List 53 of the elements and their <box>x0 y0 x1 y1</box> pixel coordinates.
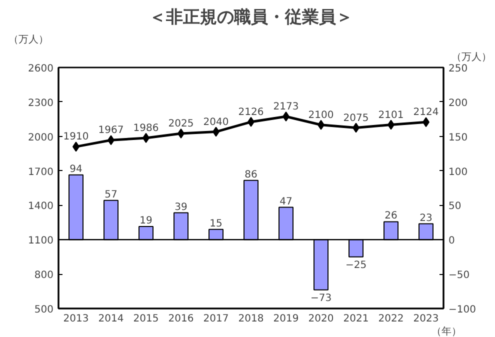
y-tick-label: 1400 <box>28 201 54 212</box>
data-label: 39 <box>174 202 188 213</box>
data-label: 1986 <box>133 122 159 134</box>
data-label: 2100 <box>308 110 334 121</box>
y-axis-title: （万人） <box>8 34 48 46</box>
x-tick-label: 2015 <box>133 314 159 324</box>
data-label: 19 <box>140 216 152 227</box>
x-tick-label: 2016 <box>168 314 194 324</box>
y2-tick-label: 100 <box>448 166 468 178</box>
chart-title: ＜非正規の職員・従業員＞ <box>149 8 353 28</box>
data-label: 15 <box>210 218 222 230</box>
data-label: 1967 <box>98 125 124 136</box>
data-label: −25 <box>345 260 367 271</box>
x-tick-label: 2022 <box>378 314 404 324</box>
y-tick-label: 2000 <box>28 132 54 144</box>
y2-tick-label: 250 <box>448 64 468 74</box>
x-tick-label: 2013 <box>63 314 89 324</box>
x-axis-title: （年） <box>432 326 462 337</box>
data-label: 2126 <box>238 106 264 118</box>
data-label: 2101 <box>378 110 404 121</box>
y2-tick-label: 50 <box>448 201 462 212</box>
data-label: −73 <box>310 292 332 304</box>
data-label: 57 <box>104 189 118 200</box>
x-tick-label: 2020 <box>308 314 334 324</box>
data-label: 23 <box>420 212 432 224</box>
x-tick-label: 2023 <box>413 314 439 324</box>
data-label: 2124 <box>413 107 439 118</box>
x-tick-label: 2017 <box>203 314 229 324</box>
y2-axis-title: （万人） <box>452 52 492 63</box>
data-label: 1910 <box>63 132 89 143</box>
y-tick-label: 800 <box>34 270 54 282</box>
data-label: 26 <box>384 210 398 222</box>
y2-tick-label: −50 <box>448 270 470 282</box>
x-tick-label: 2014 <box>98 314 124 324</box>
x-tick-label: 2019 <box>273 314 299 324</box>
y-tick-label: 1100 <box>28 236 54 247</box>
y2-tick-label: 150 <box>448 132 468 144</box>
y-tick-label: 2300 <box>28 98 54 109</box>
y2-tick-label: 200 <box>448 98 468 109</box>
data-label: 2025 <box>168 118 194 130</box>
y2-tick-label: 0 <box>448 236 455 247</box>
data-label: 2040 <box>203 116 229 128</box>
y-tick-label: 1700 <box>28 166 54 178</box>
x-tick-label: 2021 <box>343 314 369 324</box>
data-label: 2173 <box>273 102 299 113</box>
y2-tick-label: −100 <box>448 304 476 316</box>
y-tick-label: 2600 <box>28 64 54 74</box>
data-label: 2075 <box>343 112 369 124</box>
data-label: 47 <box>280 196 292 208</box>
data-label: 94 <box>70 164 82 175</box>
data-label: 86 <box>244 169 258 180</box>
x-tick-label: 2018 <box>238 314 264 324</box>
y-tick-label: 500 <box>34 304 54 316</box>
